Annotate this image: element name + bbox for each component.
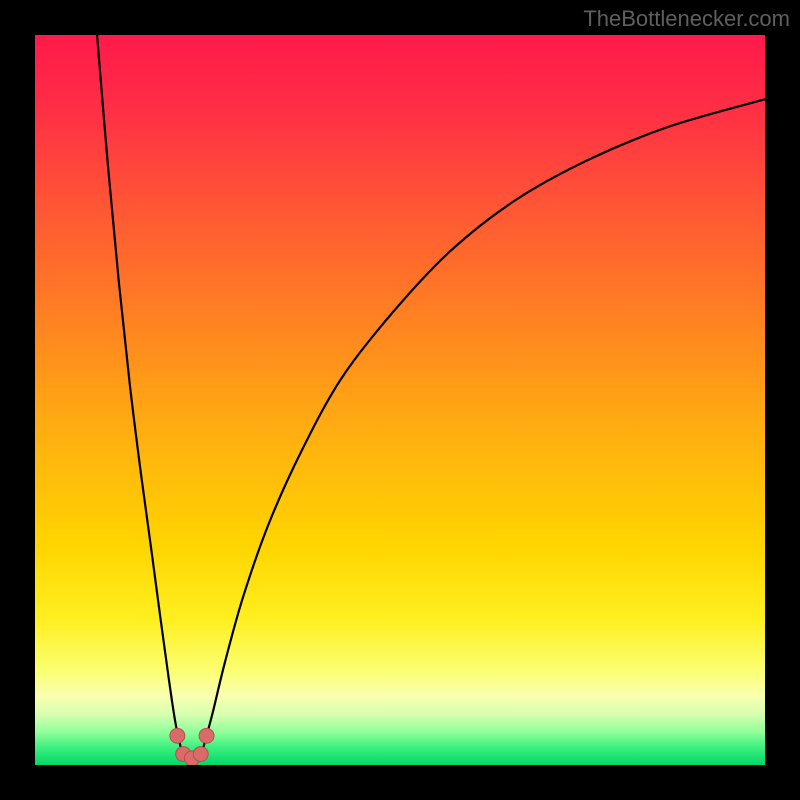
plot-area — [35, 35, 765, 765]
watermark-text: TheBottlenecker.com — [583, 6, 790, 32]
chart-container: TheBottlenecker.com — [0, 0, 800, 800]
trough-marker — [199, 728, 214, 743]
bottleneck-chart — [35, 35, 765, 765]
trough-marker — [193, 747, 208, 762]
trough-marker — [170, 728, 185, 743]
gradient-background — [35, 35, 765, 765]
